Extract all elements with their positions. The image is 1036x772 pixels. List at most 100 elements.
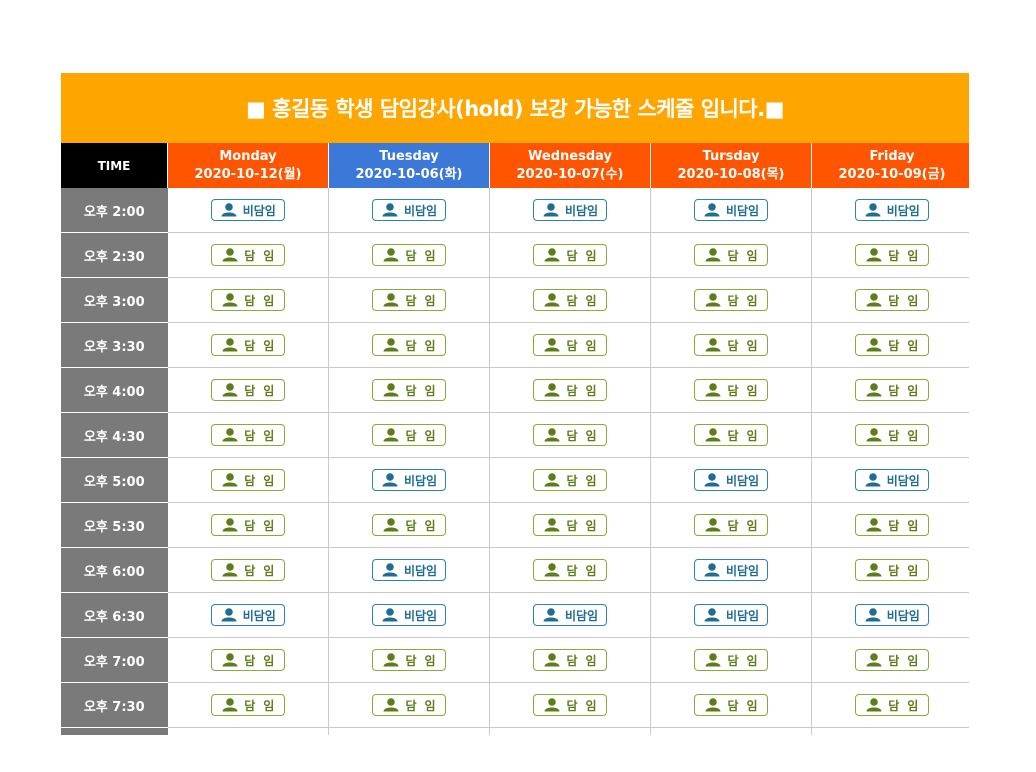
homeroom-slot-button[interactable]: 담임 (694, 244, 768, 266)
homeroom-slot-button[interactable]: 담임 (854, 289, 929, 311)
user-icon (222, 338, 238, 352)
slot-label: 담임 (727, 248, 766, 263)
user-icon (866, 293, 882, 307)
schedule-cell: 비담임 (811, 457, 969, 503)
homeroom-slot-button[interactable]: 담임 (533, 379, 607, 401)
non-homeroom-slot-button[interactable]: 비담임 (854, 604, 929, 626)
homeroom-slot-button[interactable]: 담임 (372, 514, 446, 536)
non-homeroom-slot-button[interactable]: 비담임 (694, 469, 768, 491)
schedule-cell: 담임 (811, 232, 969, 278)
homeroom-slot-button[interactable]: 담임 (533, 694, 607, 716)
user-icon (222, 518, 238, 532)
non-homeroom-slot-button[interactable]: 비담임 (854, 199, 929, 221)
schedule-cell: 담임 (811, 682, 969, 728)
homeroom-slot-button[interactable]: 담임 (854, 424, 929, 446)
homeroom-slot-button[interactable]: 담임 (533, 469, 607, 491)
user-icon (222, 473, 238, 487)
time-slot-label: 오후 2:30 (61, 232, 168, 278)
homeroom-slot-button[interactable]: 담임 (372, 334, 446, 356)
homeroom-slot-button[interactable]: 담임 (533, 514, 607, 536)
homeroom-slot-button[interactable]: 담임 (533, 559, 607, 581)
page-title: ■ 홍길동 학생 담임강사(hold) 보강 가능한 스케줄 입니다.■ (61, 73, 969, 143)
homeroom-slot-button[interactable]: 담임 (694, 514, 768, 536)
non-homeroom-slot-button[interactable]: 비담임 (372, 559, 446, 581)
schedule-row: 오후 2:30 담임 담임 담임 담임 담임 (61, 232, 969, 278)
schedule-cell: 담임 (811, 322, 969, 368)
homeroom-slot-button[interactable]: 담임 (854, 244, 929, 266)
homeroom-slot-button[interactable]: 담임 (533, 244, 607, 266)
user-icon (544, 653, 560, 667)
homeroom-slot-button[interactable]: 담임 (372, 424, 446, 446)
slot-label: 비담임 (403, 203, 438, 218)
homeroom-slot-button[interactable]: 담임 (210, 649, 285, 671)
homeroom-slot-button[interactable]: 담임 (210, 469, 285, 491)
user-icon (866, 248, 882, 262)
day-date: 2020-10-07(수) (516, 166, 624, 182)
schedule-cell: 담임 (328, 232, 490, 278)
slot-label: 담임 (244, 518, 283, 533)
schedule-cell: 담임 (328, 412, 490, 458)
non-homeroom-slot-button[interactable]: 비담임 (372, 199, 446, 221)
non-homeroom-slot-button[interactable]: 비담임 (533, 604, 607, 626)
day-header: Tursday 2020-10-08(목) (650, 143, 812, 188)
user-icon (382, 203, 398, 217)
homeroom-slot-button[interactable]: 담임 (854, 559, 929, 581)
homeroom-slot-button[interactable]: 담임 (533, 334, 607, 356)
schedule-cell: 담임 (328, 277, 490, 323)
homeroom-slot-button[interactable]: 담임 (210, 379, 285, 401)
homeroom-slot-button[interactable]: 담임 (694, 334, 768, 356)
slot-label: 담임 (566, 293, 605, 308)
non-homeroom-slot-button[interactable]: 비담임 (694, 199, 768, 221)
homeroom-slot-button[interactable]: 담임 (694, 424, 768, 446)
homeroom-slot-button[interactable]: 담임 (210, 289, 285, 311)
homeroom-slot-button[interactable]: 담임 (694, 379, 768, 401)
homeroom-slot-button[interactable]: 담임 (854, 334, 929, 356)
homeroom-slot-button[interactable]: 담임 (694, 694, 768, 716)
homeroom-slot-button[interactable]: 담임 (210, 244, 285, 266)
user-icon (866, 653, 882, 667)
non-homeroom-slot-button[interactable]: 비담임 (694, 604, 768, 626)
user-icon (222, 563, 238, 577)
homeroom-slot-button[interactable]: 담임 (210, 559, 285, 581)
homeroom-slot-button[interactable]: 담임 (372, 649, 446, 671)
non-homeroom-slot-button[interactable]: 비담임 (533, 199, 607, 221)
homeroom-slot-button[interactable]: 담임 (854, 649, 929, 671)
slot-label: 담임 (566, 563, 605, 578)
schedule-cell: 담임 (167, 457, 329, 503)
non-homeroom-slot-button[interactable]: 비담임 (372, 604, 446, 626)
slot-label: 비담임 (725, 608, 760, 623)
homeroom-slot-button[interactable]: 담임 (854, 379, 929, 401)
homeroom-slot-button[interactable]: 담임 (372, 244, 446, 266)
homeroom-slot-button[interactable]: 담임 (210, 424, 285, 446)
homeroom-slot-button[interactable]: 담임 (854, 514, 929, 536)
schedule-cell: 담임 (650, 232, 812, 278)
schedule-row: 오후 5:00 담임 비담임 담임 비담임 비담임 (61, 457, 969, 503)
non-homeroom-slot-button[interactable]: 비담임 (210, 199, 285, 221)
homeroom-slot-button[interactable]: 담임 (694, 289, 768, 311)
homeroom-slot-button[interactable]: 담임 (372, 694, 446, 716)
day-name: Monday (219, 148, 277, 164)
schedule-cell: 비담임 (650, 457, 812, 503)
homeroom-slot-button[interactable]: 담임 (372, 289, 446, 311)
homeroom-slot-button[interactable]: 담임 (533, 649, 607, 671)
homeroom-slot-button[interactable]: 담임 (210, 514, 285, 536)
homeroom-slot-button[interactable]: 담임 (533, 424, 607, 446)
schedule-cell: 비담임 (328, 457, 490, 503)
schedule-cell: 담임 (489, 457, 651, 503)
non-homeroom-slot-button[interactable]: 비담임 (694, 559, 768, 581)
non-homeroom-slot-button[interactable]: 비담임 (372, 469, 446, 491)
homeroom-slot-button[interactable]: 담임 (210, 334, 285, 356)
schedule-cell: 담임 (489, 232, 651, 278)
slot-label: 비담임 (564, 608, 599, 623)
homeroom-slot-button[interactable]: 담임 (854, 694, 929, 716)
non-homeroom-slot-button[interactable]: 비담임 (210, 604, 285, 626)
slot-label: 담임 (566, 518, 605, 533)
non-homeroom-slot-button[interactable]: 비담임 (854, 469, 929, 491)
schedule-cell: 비담임 (650, 547, 812, 593)
homeroom-slot-button[interactable]: 담임 (210, 694, 285, 716)
schedule-cell: 담임 (489, 547, 651, 593)
homeroom-slot-button[interactable]: 담임 (533, 289, 607, 311)
homeroom-slot-button[interactable]: 담임 (372, 379, 446, 401)
schedule-row: 오후 4:30 담임 담임 담임 담임 담임 (61, 412, 969, 458)
homeroom-slot-button[interactable]: 담임 (694, 649, 768, 671)
